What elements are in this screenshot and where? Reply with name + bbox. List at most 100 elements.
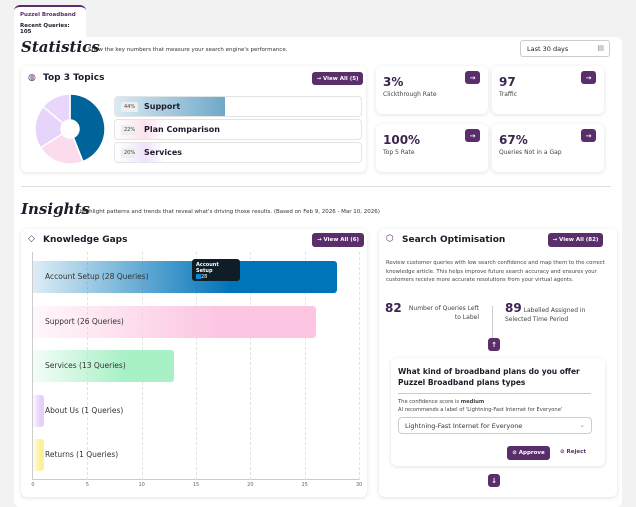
grid-line — [359, 252, 360, 480]
queries-left-count: 82 — [385, 301, 402, 315]
x-tick-label: 0 — [31, 482, 35, 488]
bar-label: Account Setup (28 Queries) — [45, 272, 149, 281]
topics-donut-chart — [34, 93, 106, 165]
insights-title: Insights — [21, 200, 90, 218]
globe-icon: ◍ — [28, 73, 36, 83]
topic-row[interactable]: 20% Services — [114, 142, 362, 163]
stat-label: Clickthrough Rate — [383, 91, 437, 98]
donut-slice[interactable] — [69, 93, 106, 163]
topic-bar-fill — [115, 97, 225, 116]
labelled-assigned-count: 89 — [505, 301, 522, 315]
site-tab[interactable]: Puzzel Broadband Recent Queries: 105 — [14, 5, 86, 39]
donut-slice[interactable] — [41, 93, 71, 125]
bar-label: Support (26 Queries) — [45, 316, 124, 326]
stat-label: Queries Not in a Gap — [499, 149, 562, 156]
query-divider — [398, 393, 591, 394]
stat-value: 67% — [499, 133, 528, 147]
approve-label: Approve — [518, 450, 545, 456]
label-select-value: Lightning-Fast Internet for Everyone — [405, 422, 523, 430]
top-topics-view-all-button[interactable]: → View All (5) — [312, 72, 363, 85]
labelled-assigned-stat: 89 Labelled Assigned in Selected Time Pe… — [505, 301, 597, 324]
stat-value: 3% — [383, 75, 404, 89]
bar-label: Services (13 Queries) — [45, 361, 126, 370]
grid-line — [250, 252, 252, 480]
stat-label: Traffic — [499, 91, 518, 98]
stat-divider — [492, 306, 493, 338]
check-circle-icon: ⊘ — [512, 450, 519, 456]
confidence-text: The confidence score is medium — [398, 399, 484, 405]
x-tick-label: 20 — [247, 482, 254, 488]
queries-left-label: Number of Queries Left to Label — [408, 305, 479, 321]
block-icon: ⊘ — [560, 449, 567, 455]
calendar-icon: ▤ — [597, 44, 604, 52]
stat-arrow-button[interactable]: → — [581, 129, 596, 142]
stat-arrow-button[interactable]: → — [465, 71, 480, 84]
stat-label: Top 5 Rate — [383, 149, 415, 156]
x-tick-label: 10 — [138, 482, 145, 488]
date-range-select[interactable]: Last 30 days ▤ — [520, 40, 610, 57]
grid-line — [304, 252, 306, 480]
x-tick-label: 30 — [355, 482, 363, 488]
tooltip-swatch — [196, 274, 201, 279]
search-optimisation-title: Search Optimisation — [402, 235, 506, 245]
stat-value: 100% — [383, 133, 421, 147]
section-divider — [21, 186, 611, 187]
y-axis — [32, 252, 33, 480]
top-topics-title: Top 3 Topics — [43, 73, 105, 83]
topic-name: Support — [144, 102, 181, 111]
tooltip-title: Account Setup — [196, 262, 219, 274]
approve-button[interactable]: ⊘ Approve — [507, 446, 550, 460]
topic-row[interactable]: 22% Plan Comparison — [114, 119, 362, 140]
search-optimisation-view-all-button[interactable]: → View All (82) — [548, 233, 603, 247]
insights-subtitle: Highlight patterns and trends that revea… — [80, 209, 380, 215]
stat-arrow-button[interactable]: → — [465, 129, 480, 142]
date-range-value: Last 30 days — [527, 45, 569, 53]
statistics-title: Statistics — [21, 38, 100, 56]
query-card — [391, 358, 605, 466]
recent-queries: Recent Queries: 105 — [20, 23, 70, 35]
tag-icon: ⬡ — [386, 234, 394, 244]
label-select[interactable]: Lightning-Fast Internet for Everyone ⌄ — [398, 417, 592, 434]
knowledge-gaps-view-all-button[interactable]: → View All (6) — [312, 233, 364, 247]
x-tick-label: 15 — [192, 482, 200, 488]
previous-query-button[interactable]: ↑ — [488, 338, 500, 351]
chart-tooltip: Account Setup 28 — [192, 259, 240, 281]
bar-label: Returns (1 Queries) — [45, 450, 119, 459]
chart-bar[interactable] — [33, 394, 44, 427]
reject-button[interactable]: ⊘ Reject — [560, 449, 586, 455]
chart-bar[interactable] — [33, 439, 44, 471]
stat-card: 3% Clickthrough Rate → — [376, 66, 488, 114]
bar-label: About Us (1 Queries) — [45, 405, 124, 415]
tooltip-value: 28 — [201, 274, 208, 280]
next-query-button[interactable]: ↓ — [488, 474, 500, 487]
topic-percent: 20% — [121, 148, 139, 158]
queries-left-stat: 82 Number of Queries Left to Label — [385, 301, 479, 322]
diamond-icon: ◇ — [28, 234, 35, 244]
chart-bar[interactable] — [33, 350, 175, 382]
topic-row[interactable]: 44% Support — [114, 96, 362, 117]
x-tick-label: 5 — [85, 482, 89, 488]
recommendation-text: AI recommends a label of 'Lightning-Fast… — [398, 407, 563, 413]
stat-arrow-button[interactable]: → — [581, 71, 596, 84]
reject-label: Reject — [566, 449, 587, 455]
confidence-level: medium — [460, 399, 485, 405]
x-tick-label: 25 — [301, 482, 308, 488]
stat-card: 67% Queries Not in a Gap → — [492, 124, 604, 172]
grid-line — [196, 252, 197, 480]
stat-value: 97 — [499, 75, 516, 89]
topic-name: Services — [144, 148, 183, 157]
topic-name: Plan Comparison — [144, 125, 220, 134]
chart-bar[interactable] — [33, 261, 338, 293]
topic-percent: 22% — [121, 125, 139, 135]
stat-card: 100% Top 5 Rate → — [376, 124, 488, 172]
topic-percent: 44% — [121, 102, 139, 112]
statistics-subtitle: Show the key numbers that measure your s… — [88, 47, 288, 53]
labelled-assigned-label: Labelled Assigned in Selected Time Perio… — [505, 307, 586, 323]
site-name: Puzzel Broadband — [20, 12, 76, 18]
search-optimisation-description: Review customer queries with low search … — [386, 260, 605, 283]
chart-bar[interactable] — [33, 305, 316, 338]
stat-card: 97 Traffic → — [492, 66, 604, 114]
confidence-prefix: The confidence score is — [398, 399, 461, 405]
knowledge-gaps-title: Knowledge Gaps — [43, 235, 128, 245]
chevron-down-icon: ⌄ — [579, 421, 585, 429]
